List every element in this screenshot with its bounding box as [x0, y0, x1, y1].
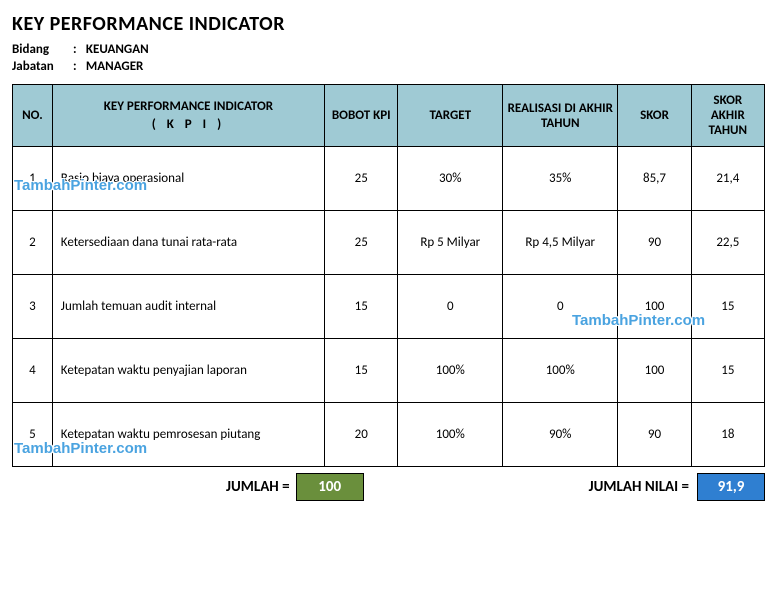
bidang-value: KEUANGAN: [86, 42, 149, 57]
colon: :: [73, 59, 83, 74]
col-kpi-sub: ( K P I ): [57, 117, 320, 132]
cell-akhir: 21,4: [691, 147, 764, 211]
col-no: NO.: [13, 85, 53, 147]
cell-skor: 90: [618, 211, 691, 275]
cell-realisasi: 90%: [503, 403, 618, 467]
cell-target: 30%: [398, 147, 503, 211]
cell-kpi: Jumlah temuan audit internal: [52, 275, 324, 339]
jumlah-box: 100: [296, 473, 364, 501]
jabatan-label: Jabatan: [12, 59, 70, 74]
cell-target: 0: [398, 275, 503, 339]
cell-akhir: 15: [691, 339, 764, 403]
cell-target: 100%: [398, 403, 503, 467]
cell-kpi: Ketersediaan dana tunai rata-rata: [52, 211, 324, 275]
cell-no: 2: [13, 211, 53, 275]
table-row: 1Rasio biaya operasional2530%35%85,721,4: [13, 147, 765, 211]
cell-akhir: 18: [691, 403, 764, 467]
cell-kpi: Ketepatan waktu pemrosesan piutang: [52, 403, 324, 467]
cell-skor: 90: [618, 403, 691, 467]
colon: :: [73, 42, 83, 57]
col-realisasi: REALISASI DI AKHIR TAHUN: [503, 85, 618, 147]
meta-jabatan: Jabatan : MANAGER: [12, 59, 765, 74]
cell-skor: 85,7: [618, 147, 691, 211]
cell-kpi: Ketepatan waktu penyajian laporan: [52, 339, 324, 403]
cell-akhir: 22,5: [691, 211, 764, 275]
jumlah-nilai-box: 91,9: [697, 473, 765, 501]
jabatan-value: MANAGER: [86, 59, 143, 74]
table-row: 3Jumlah temuan audit internal150010015: [13, 275, 765, 339]
cell-target: Rp 5 Milyar: [398, 211, 503, 275]
jumlah-nilai-label: JUMLAH NILAI =: [364, 478, 697, 496]
cell-realisasi: 100%: [503, 339, 618, 403]
cell-realisasi: 0: [503, 275, 618, 339]
kpi-table: NO. KEY PERFORMANCE INDICATOR ( K P I ) …: [12, 84, 765, 467]
table-row: 5Ketepatan waktu pemrosesan piutang20100…: [13, 403, 765, 467]
cell-akhir: 15: [691, 275, 764, 339]
table-row: 4Ketepatan waktu penyajian laporan15100%…: [13, 339, 765, 403]
col-bobot: BOBOT KPI: [325, 85, 398, 147]
cell-no: 3: [13, 275, 53, 339]
jumlah-label: JUMLAH =: [226, 478, 296, 496]
table-row: 2Ketersediaan dana tunai rata-rata25Rp 5…: [13, 211, 765, 275]
cell-no: 1: [13, 147, 53, 211]
meta-bidang: Bidang : KEUANGAN: [12, 42, 765, 57]
cell-realisasi: 35%: [503, 147, 618, 211]
col-skor: SKOR: [618, 85, 691, 147]
cell-skor: 100: [618, 275, 691, 339]
cell-no: 4: [13, 339, 53, 403]
col-target: TARGET: [398, 85, 503, 147]
cell-bobot: 25: [325, 211, 398, 275]
cell-target: 100%: [398, 339, 503, 403]
cell-bobot: 15: [325, 275, 398, 339]
cell-realisasi: Rp 4,5 Milyar: [503, 211, 618, 275]
col-kpi: KEY PERFORMANCE INDICATOR ( K P I ): [52, 85, 324, 147]
bidang-label: Bidang: [12, 42, 70, 57]
cell-bobot: 20: [325, 403, 398, 467]
cell-no: 5: [13, 403, 53, 467]
cell-bobot: 15: [325, 339, 398, 403]
col-skor-akhir: SKOR AKHIR TAHUN: [691, 85, 764, 147]
page-title: KEY PERFORMANCE INDICATOR: [12, 12, 765, 36]
footer-row: JUMLAH = 100 JUMLAH NILAI = 91,9: [12, 473, 765, 501]
col-kpi-main: KEY PERFORMANCE INDICATOR: [104, 99, 273, 114]
cell-kpi: Rasio biaya operasional: [52, 147, 324, 211]
cell-bobot: 25: [325, 147, 398, 211]
cell-skor: 100: [618, 339, 691, 403]
